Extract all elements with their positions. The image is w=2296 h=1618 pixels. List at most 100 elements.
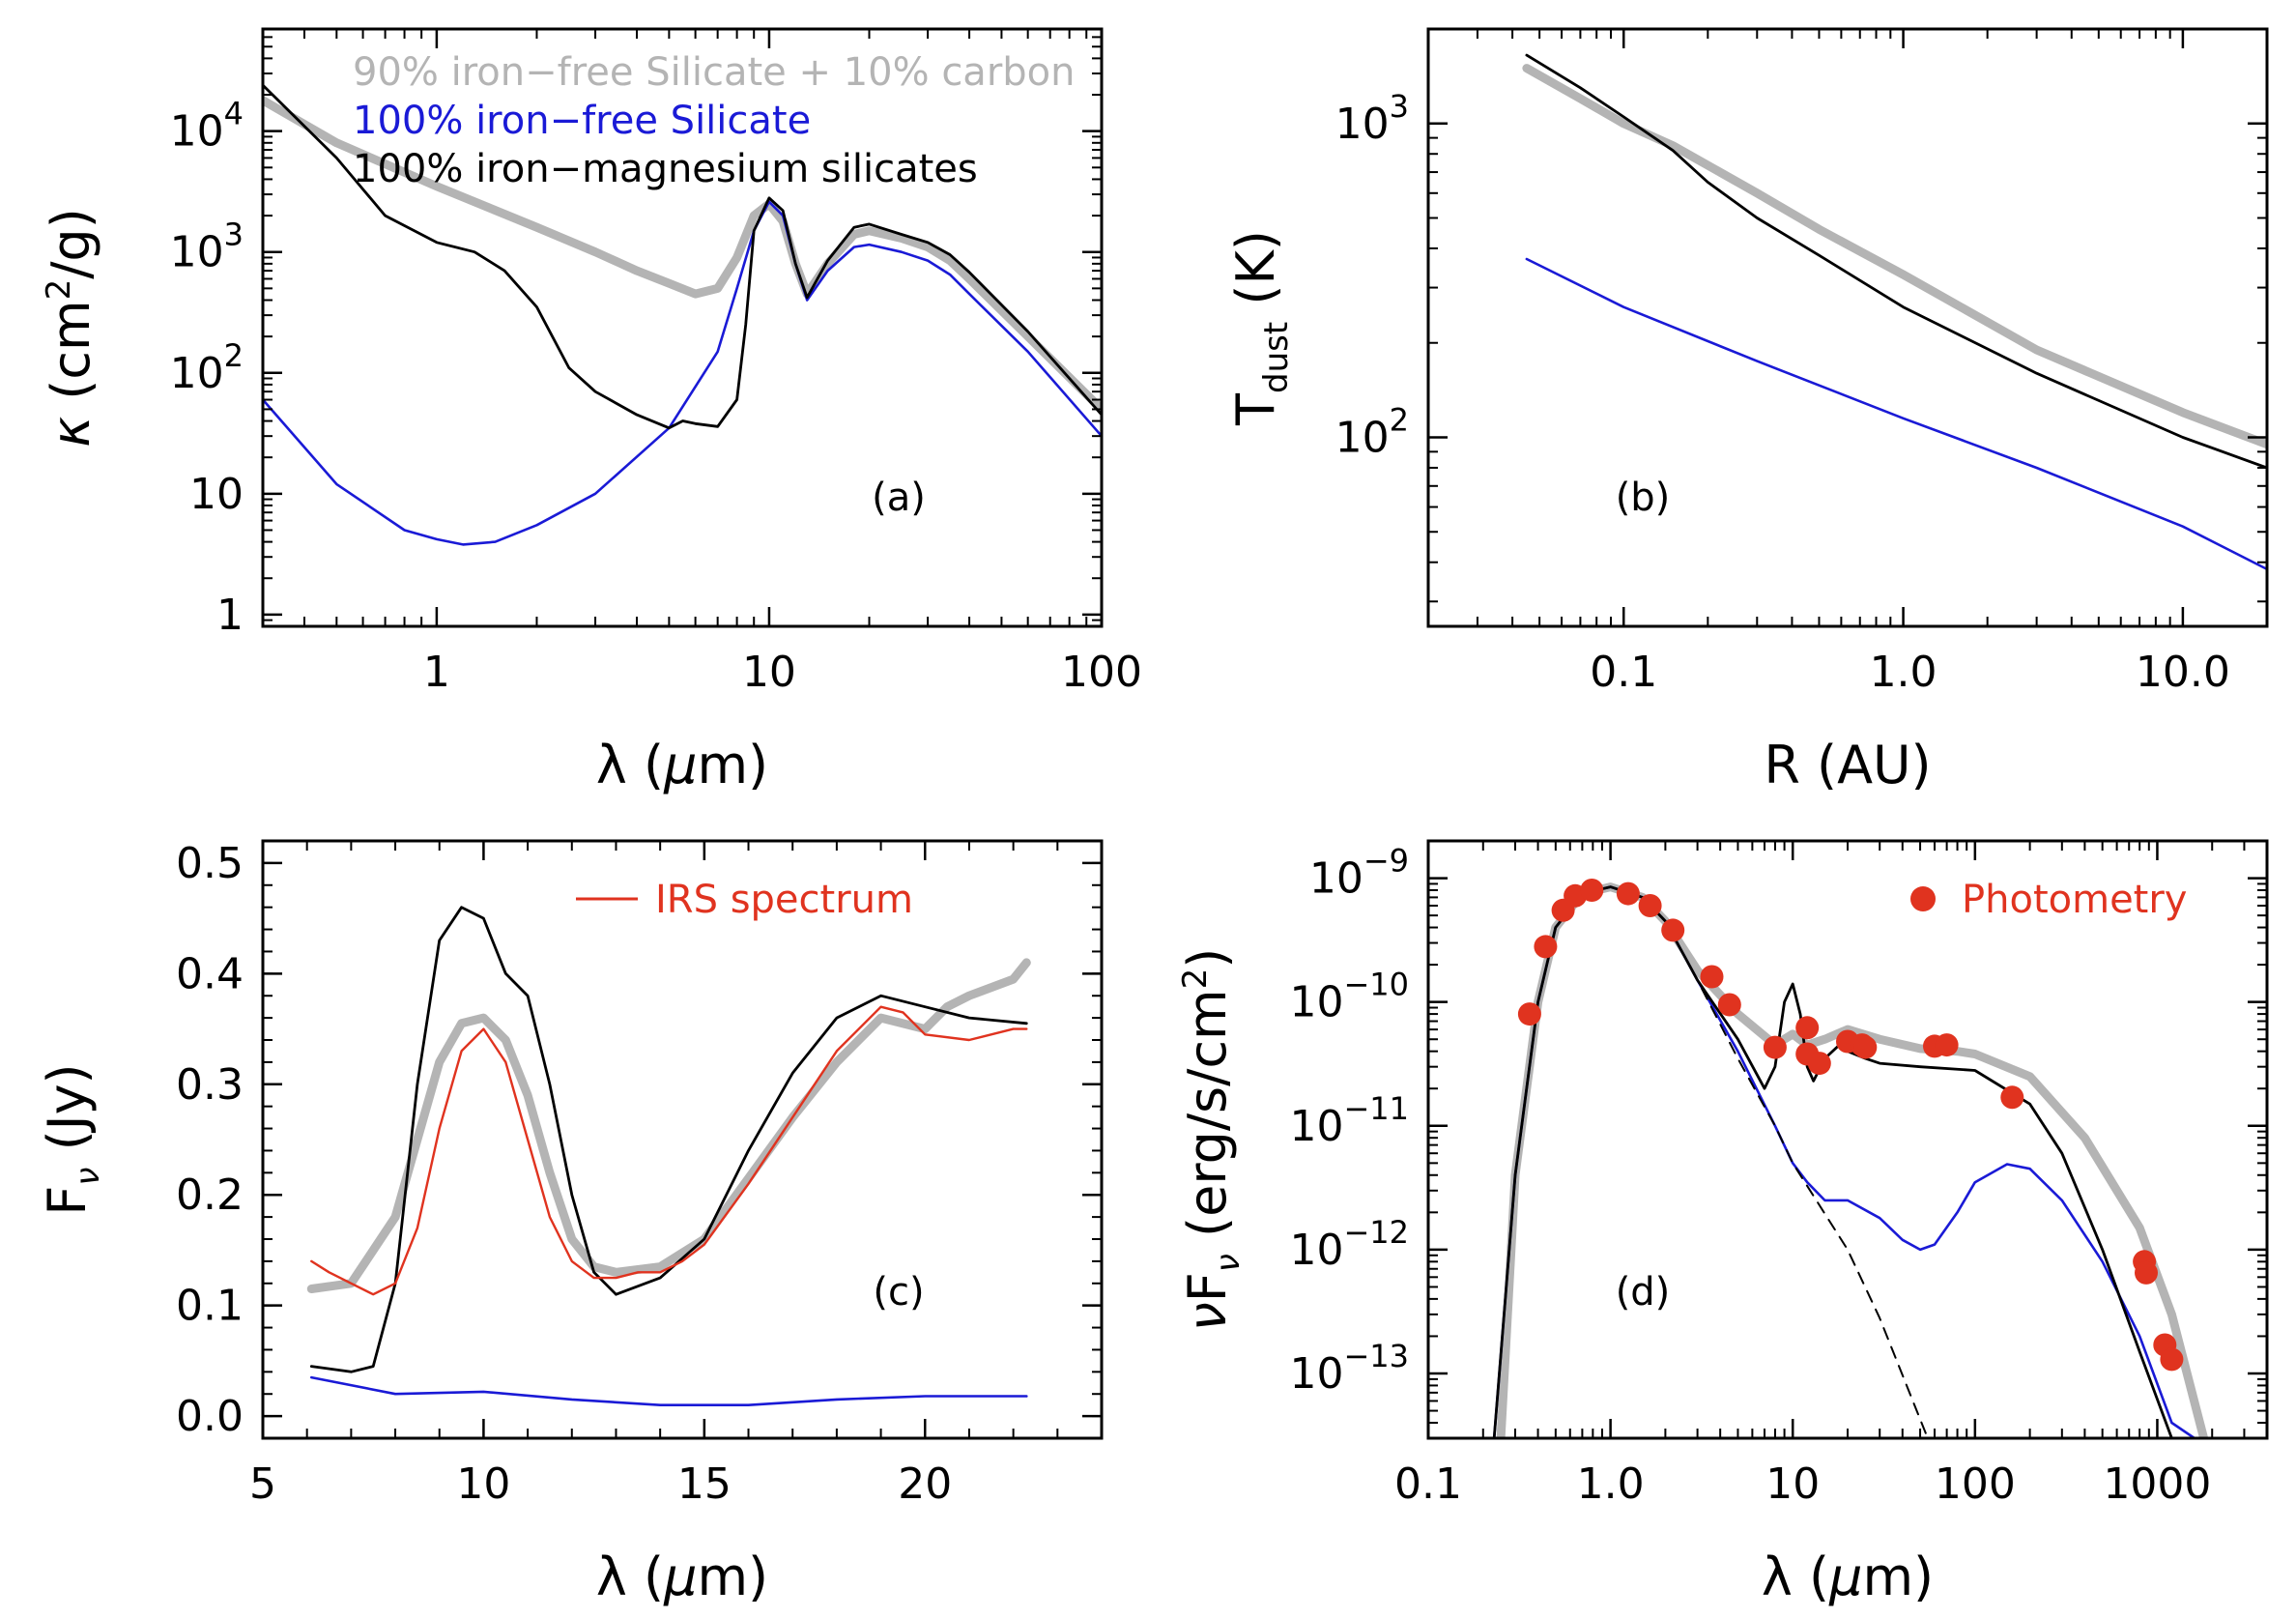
series-line-blue bbox=[1525, 257, 2267, 571]
panel-b-x-ticks: 0.1 1.0 10.0 bbox=[1427, 29, 2268, 697]
x-tick-label: 5 bbox=[249, 1459, 276, 1509]
panel-a: 1 10 100 1 10 102 103 104 90% iron−free Silica… bbox=[40, 27, 1142, 795]
x-tick-label: 15 bbox=[677, 1459, 732, 1509]
y-tick-label: 10−12 bbox=[1289, 1214, 1409, 1275]
photometry-point bbox=[1534, 935, 1558, 959]
x-tick-label: 10.0 bbox=[2136, 648, 2230, 697]
x-tick-label: 10 bbox=[456, 1459, 510, 1509]
x-tick-label: 1 bbox=[423, 648, 450, 697]
panel-label-a: (a) bbox=[872, 476, 926, 520]
plot-area bbox=[263, 83, 1102, 546]
legend-entry-blue: 100% iron−free Silicate bbox=[353, 99, 811, 143]
panel-d: 0.1 1.0 10 100 1000 10−13 10−12 10−11 10−10 10−9… bbox=[1176, 839, 2269, 1607]
panel-b-content bbox=[1522, 53, 2267, 571]
series-line-gray bbox=[1522, 64, 2267, 449]
panel-label-b: (b) bbox=[1616, 476, 1671, 520]
panel-a-x-ticks: 1 10 100 bbox=[262, 29, 1142, 697]
panel-b-y-ticks: 102 103 bbox=[1335, 28, 2267, 603]
panel-c-content bbox=[306, 906, 1031, 1406]
y-axis-label-a: κ (cm2/g) bbox=[40, 208, 101, 448]
photometry-point bbox=[1638, 894, 1662, 917]
panel-c-x-ticks: 5 10 15 20 bbox=[249, 841, 1103, 1509]
y-tick-label: 10−10 bbox=[1289, 967, 1409, 1027]
legend-entry-gray: 90% iron−free Silicate + 10% carbon bbox=[353, 50, 1075, 95]
series-line-black-dashed bbox=[1493, 885, 1929, 1438]
photometry-point bbox=[1763, 1035, 1787, 1059]
y-tick-label: 0.4 bbox=[176, 949, 244, 998]
panel-b: 0.1 1.0 10.0 102 103 (b) R (AU) Tdust (K) bbox=[1225, 27, 2269, 795]
panel-c-y-ticks: 0.0 0.1 0.2 0.3 0.4 0.5 bbox=[176, 839, 1102, 1441]
panel-c-frame bbox=[261, 839, 1104, 1440]
x-tick-label: 100 bbox=[1935, 1459, 2016, 1509]
photometry-point bbox=[2135, 1260, 2158, 1285]
y-tick-label: 10−13 bbox=[1289, 1338, 1409, 1399]
plot-area bbox=[1492, 879, 2209, 1438]
x-tick-label: 1000 bbox=[2103, 1459, 2211, 1509]
y-tick-label: 0.5 bbox=[176, 839, 244, 888]
y-axis-label-d: νFν (erg/s/cm2) bbox=[1176, 948, 1248, 1332]
x-tick-label: 10 bbox=[742, 648, 796, 697]
photometry-point bbox=[1661, 918, 1685, 942]
x-tick-label: 1.0 bbox=[1870, 648, 1937, 697]
photometry-point bbox=[2160, 1347, 2184, 1372]
y-tick-label: 0.3 bbox=[176, 1060, 244, 1110]
photometry-point bbox=[1580, 879, 1604, 902]
y-tick-label: 102 bbox=[170, 337, 244, 398]
panel-label-c: (c) bbox=[873, 1270, 924, 1315]
series-line-black bbox=[1492, 885, 2196, 1438]
series-line-black bbox=[263, 83, 1102, 430]
legend-entry-photometry: Photometry bbox=[1962, 878, 2187, 922]
panel-a-y-ticks: 1 10 102 103 104 bbox=[170, 28, 1102, 640]
x-tick-label: 0.1 bbox=[1590, 648, 1657, 697]
series-line-blue bbox=[1492, 885, 2196, 1438]
series-line-black bbox=[309, 906, 1028, 1373]
panel-d-y-ticks: 10−13 10−12 10−11 10−10 10−9 bbox=[1289, 840, 2267, 1439]
x-tick-label: 20 bbox=[898, 1459, 952, 1509]
photometry-point bbox=[1517, 1002, 1541, 1026]
x-tick-label: 100 bbox=[1061, 648, 1142, 697]
y-axis-label-b: Tdust (K) bbox=[1225, 230, 1296, 426]
y-tick-label: 0.0 bbox=[176, 1392, 244, 1441]
panel-d-content bbox=[1492, 879, 2209, 1438]
panel-a-frame bbox=[261, 27, 1104, 628]
y-axis-label-c: Fν (Jy) bbox=[37, 1063, 107, 1215]
legend-entry-irs: IRS spectrum bbox=[655, 878, 913, 922]
series-line-gray bbox=[1496, 882, 2209, 1438]
photometry-point bbox=[1717, 993, 1741, 1017]
photometry-point bbox=[1935, 1033, 1959, 1057]
legend-entry-black: 100% iron−magnesium silicates bbox=[353, 147, 978, 191]
y-tick-label: 102 bbox=[1335, 401, 1409, 462]
y-tick-label: 103 bbox=[170, 217, 244, 277]
plot-area bbox=[1522, 53, 2267, 571]
series-line-gray bbox=[306, 958, 1031, 1293]
photometry-point bbox=[1853, 1035, 1878, 1059]
series-line-red bbox=[310, 1005, 1028, 1296]
x-tick-label: 0.1 bbox=[1394, 1459, 1462, 1509]
photometry-point bbox=[1795, 1016, 1820, 1040]
x-axis-label-d: λ (μm) bbox=[1762, 1546, 1934, 1607]
y-tick-label: 10 bbox=[189, 470, 244, 519]
panel-a-content bbox=[263, 83, 1102, 546]
x-axis-label-c: λ (μm) bbox=[596, 1546, 768, 1607]
y-tick-label: 103 bbox=[1335, 88, 1409, 149]
y-tick-label: 1 bbox=[216, 591, 244, 640]
panel-d-x-ticks: 0.1 1.0 10 100 1000 bbox=[1394, 841, 2268, 1509]
x-axis-label-b: R (AU) bbox=[1764, 735, 1931, 795]
photometry-point bbox=[2000, 1085, 2024, 1110]
photometry-point bbox=[1700, 965, 1724, 989]
x-tick-label: 1.0 bbox=[1577, 1459, 1645, 1509]
y-tick-label: 0.1 bbox=[176, 1282, 244, 1331]
y-tick-label: 10−11 bbox=[1289, 1090, 1409, 1151]
y-tick-label: 0.2 bbox=[176, 1170, 244, 1220]
series-line-black bbox=[1525, 53, 2267, 470]
panel-b-frame bbox=[1426, 27, 2269, 628]
plot-area bbox=[306, 906, 1031, 1406]
panel-c: 5 10 15 20 0.00.10.20.30.40.5 IRS spectrum … bbox=[37, 839, 1104, 1607]
photometry-point bbox=[1807, 1052, 1831, 1076]
series-line-blue bbox=[263, 200, 1102, 546]
y-tick-label: 104 bbox=[170, 96, 244, 157]
series-line-blue bbox=[310, 1375, 1028, 1406]
legend-marker-photometry bbox=[1910, 886, 1936, 911]
y-tick-label: 10−9 bbox=[1309, 843, 1409, 904]
